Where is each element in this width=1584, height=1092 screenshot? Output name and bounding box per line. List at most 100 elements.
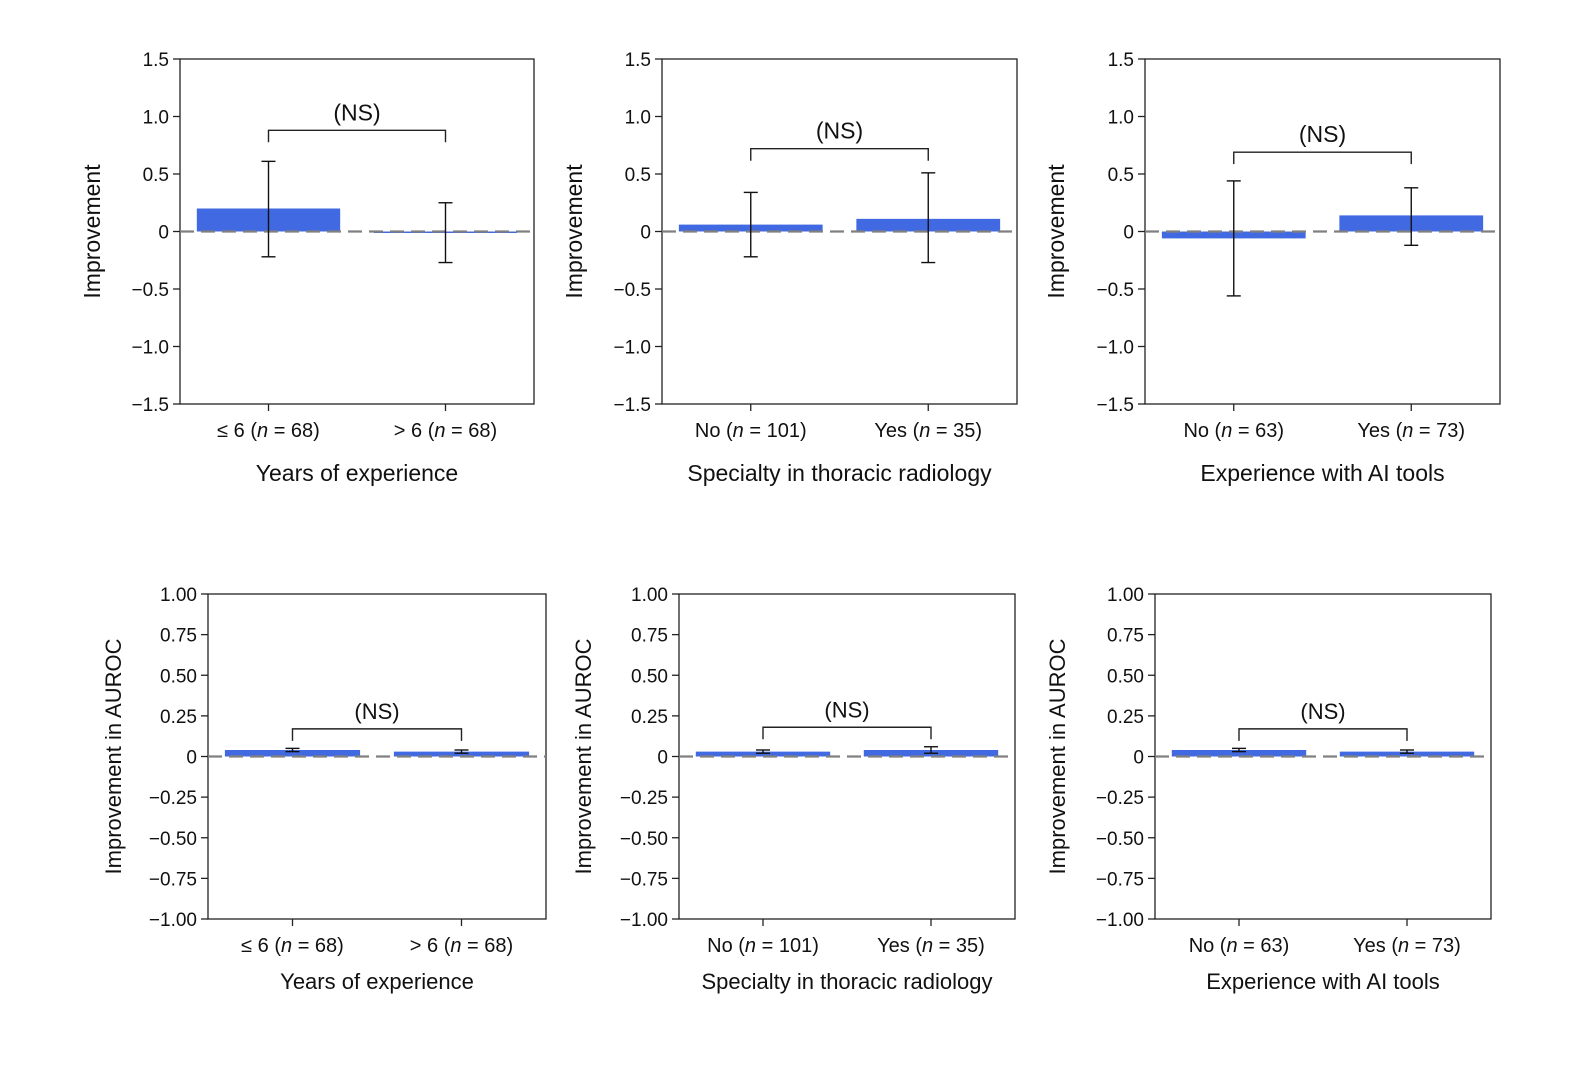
x-tick-label-part: ≤ 6 ( (241, 935, 281, 957)
significance-bracket (1233, 151, 1412, 165)
y-tick-label: −0.25 (1096, 788, 1144, 809)
x-axis-label: Years of experience (256, 460, 458, 486)
y-tick-label: 1.00 (631, 585, 668, 606)
y-tick-label: 0.25 (1107, 707, 1144, 728)
significance-bracket (267, 129, 447, 143)
x-tick-label-part: Yes ( (1353, 935, 1398, 957)
x-axis-label: Specialty in thoracic radiology (687, 460, 992, 486)
x-tick-label-n: n (450, 935, 461, 957)
x-tick-label-n: n (919, 420, 930, 442)
y-tick-label: 0.75 (160, 626, 197, 647)
error-bar (261, 160, 276, 258)
x-tick-label-n: n (745, 935, 756, 957)
x-tick-label: No (n = 63) (1183, 420, 1284, 442)
x-tick-label-part: Yes ( (1357, 420, 1402, 442)
x-tick-label-part: = 68) (462, 935, 514, 957)
significance-bracket (1238, 728, 1408, 741)
y-tick-label: 0.50 (1107, 666, 1144, 687)
y-tick-label: −0.75 (1096, 869, 1144, 890)
y-tick-label: −1.00 (149, 910, 197, 931)
error-bar (924, 746, 938, 754)
bar (393, 751, 530, 757)
error-bar (1400, 749, 1414, 754)
x-tick-label: Yes (n = 35) (877, 935, 985, 957)
significance-bracket (750, 148, 929, 161)
y-tick-label: 0 (1133, 748, 1144, 769)
x-axis-label: Experience with AI tools (1206, 969, 1440, 994)
x-tick-label: Yes (n = 35) (874, 420, 982, 442)
x-tick-label-part: > 6 ( (410, 935, 451, 957)
x-tick-label-part: = 63) (1232, 420, 1284, 442)
y-tick-label: 0.25 (160, 707, 197, 728)
y-tick-label: −1.0 (131, 338, 169, 359)
y-tick-label: 1.5 (625, 50, 651, 71)
significance-bracket (762, 726, 932, 740)
y-tick-label: 0.5 (1108, 165, 1134, 186)
x-tick-label-n: n (434, 420, 445, 442)
y-axis-label: Improvement (79, 164, 105, 299)
y-axis-label: Improvement in AUROC (101, 638, 126, 874)
y-tick-label: −1.0 (613, 338, 651, 359)
x-tick-label-n: n (922, 935, 933, 957)
y-tick-label: 1.00 (160, 585, 197, 606)
y-tick-label: 0.25 (631, 707, 668, 728)
y-tick-label: −0.5 (1096, 280, 1134, 301)
x-tick-label: No (n = 63) (1189, 935, 1290, 957)
y-tick-label: −0.5 (131, 280, 169, 301)
significance-label: (NS) (824, 697, 869, 722)
x-tick-label: Yes (n = 73) (1357, 420, 1465, 442)
y-tick-label: −0.50 (1096, 829, 1144, 850)
bar (1171, 750, 1307, 757)
y-axis-label: Improvement (561, 164, 587, 299)
x-tick-label: > 6 (n = 68) (394, 420, 497, 442)
x-tick-label-part: = 68) (268, 420, 320, 442)
y-tick-label: −1.00 (620, 910, 668, 931)
y-tick-label: −1.5 (613, 395, 651, 416)
x-tick-label-n: n (1226, 935, 1237, 957)
y-axis-label: Improvement (1043, 164, 1069, 299)
significance-label: (NS) (1299, 121, 1346, 147)
x-tick-label-n: n (257, 420, 268, 442)
y-tick-label: 1.5 (143, 50, 169, 71)
subplot-1: 1.5 1.0 0.5 0 −0.5 −1.0 −1.5 Improvement ≤ 6 (n … (79, 50, 535, 486)
y-tick-label: −0.50 (149, 829, 197, 850)
x-tick-label-part: = 35) (930, 420, 982, 442)
x-tick-label: ≤ 6 (n = 68) (217, 420, 320, 442)
bar (695, 751, 831, 757)
y-tick-label: 0.50 (160, 666, 197, 687)
x-tick-label: > 6 (n = 68) (410, 935, 513, 957)
x-tick-label-part: Yes ( (877, 935, 922, 957)
x-tick-label: No (n = 101) (695, 420, 807, 442)
y-tick-label: 0 (1123, 223, 1134, 244)
x-tick-label-part: No ( (1189, 935, 1227, 957)
x-tick-label-n: n (281, 935, 292, 957)
x-tick-label: ≤ 6 (n = 68) (241, 935, 344, 957)
y-tick-label: −0.75 (620, 869, 668, 890)
error-bar (921, 172, 936, 264)
significance-label: (NS) (333, 99, 380, 125)
y-tick-label: 0.5 (143, 165, 169, 186)
y-tick-label: −0.25 (620, 788, 668, 809)
significance-label: (NS) (816, 118, 863, 144)
x-tick-label: Yes (n = 73) (1353, 935, 1461, 957)
y-tick-label: −0.50 (620, 829, 668, 850)
x-tick-label-part: = 73) (1413, 420, 1465, 442)
y-tick-label: −1.00 (1096, 910, 1144, 931)
significance-bracket (291, 728, 463, 741)
x-tick-label-part: = 73) (1409, 935, 1461, 957)
y-tick-label: 0 (158, 223, 169, 244)
y-tick-label: 0.75 (631, 626, 668, 647)
y-tick-label: 1.0 (1108, 108, 1134, 129)
y-tick-label: −0.25 (149, 788, 197, 809)
subplot-4: 1.00 0.75 0.50 0.25 0 −0.25 −0.50 −0.75 −1.00 Imp… (101, 585, 547, 994)
error-bar (454, 749, 469, 754)
significance-label: (NS) (1300, 699, 1345, 724)
x-axis-label: Specialty in thoracic radiology (701, 969, 992, 994)
x-tick-label-part: = 63) (1238, 935, 1290, 957)
x-tick-label-n: n (1398, 935, 1409, 957)
bar (1339, 751, 1475, 757)
y-tick-label: −0.5 (613, 280, 651, 301)
